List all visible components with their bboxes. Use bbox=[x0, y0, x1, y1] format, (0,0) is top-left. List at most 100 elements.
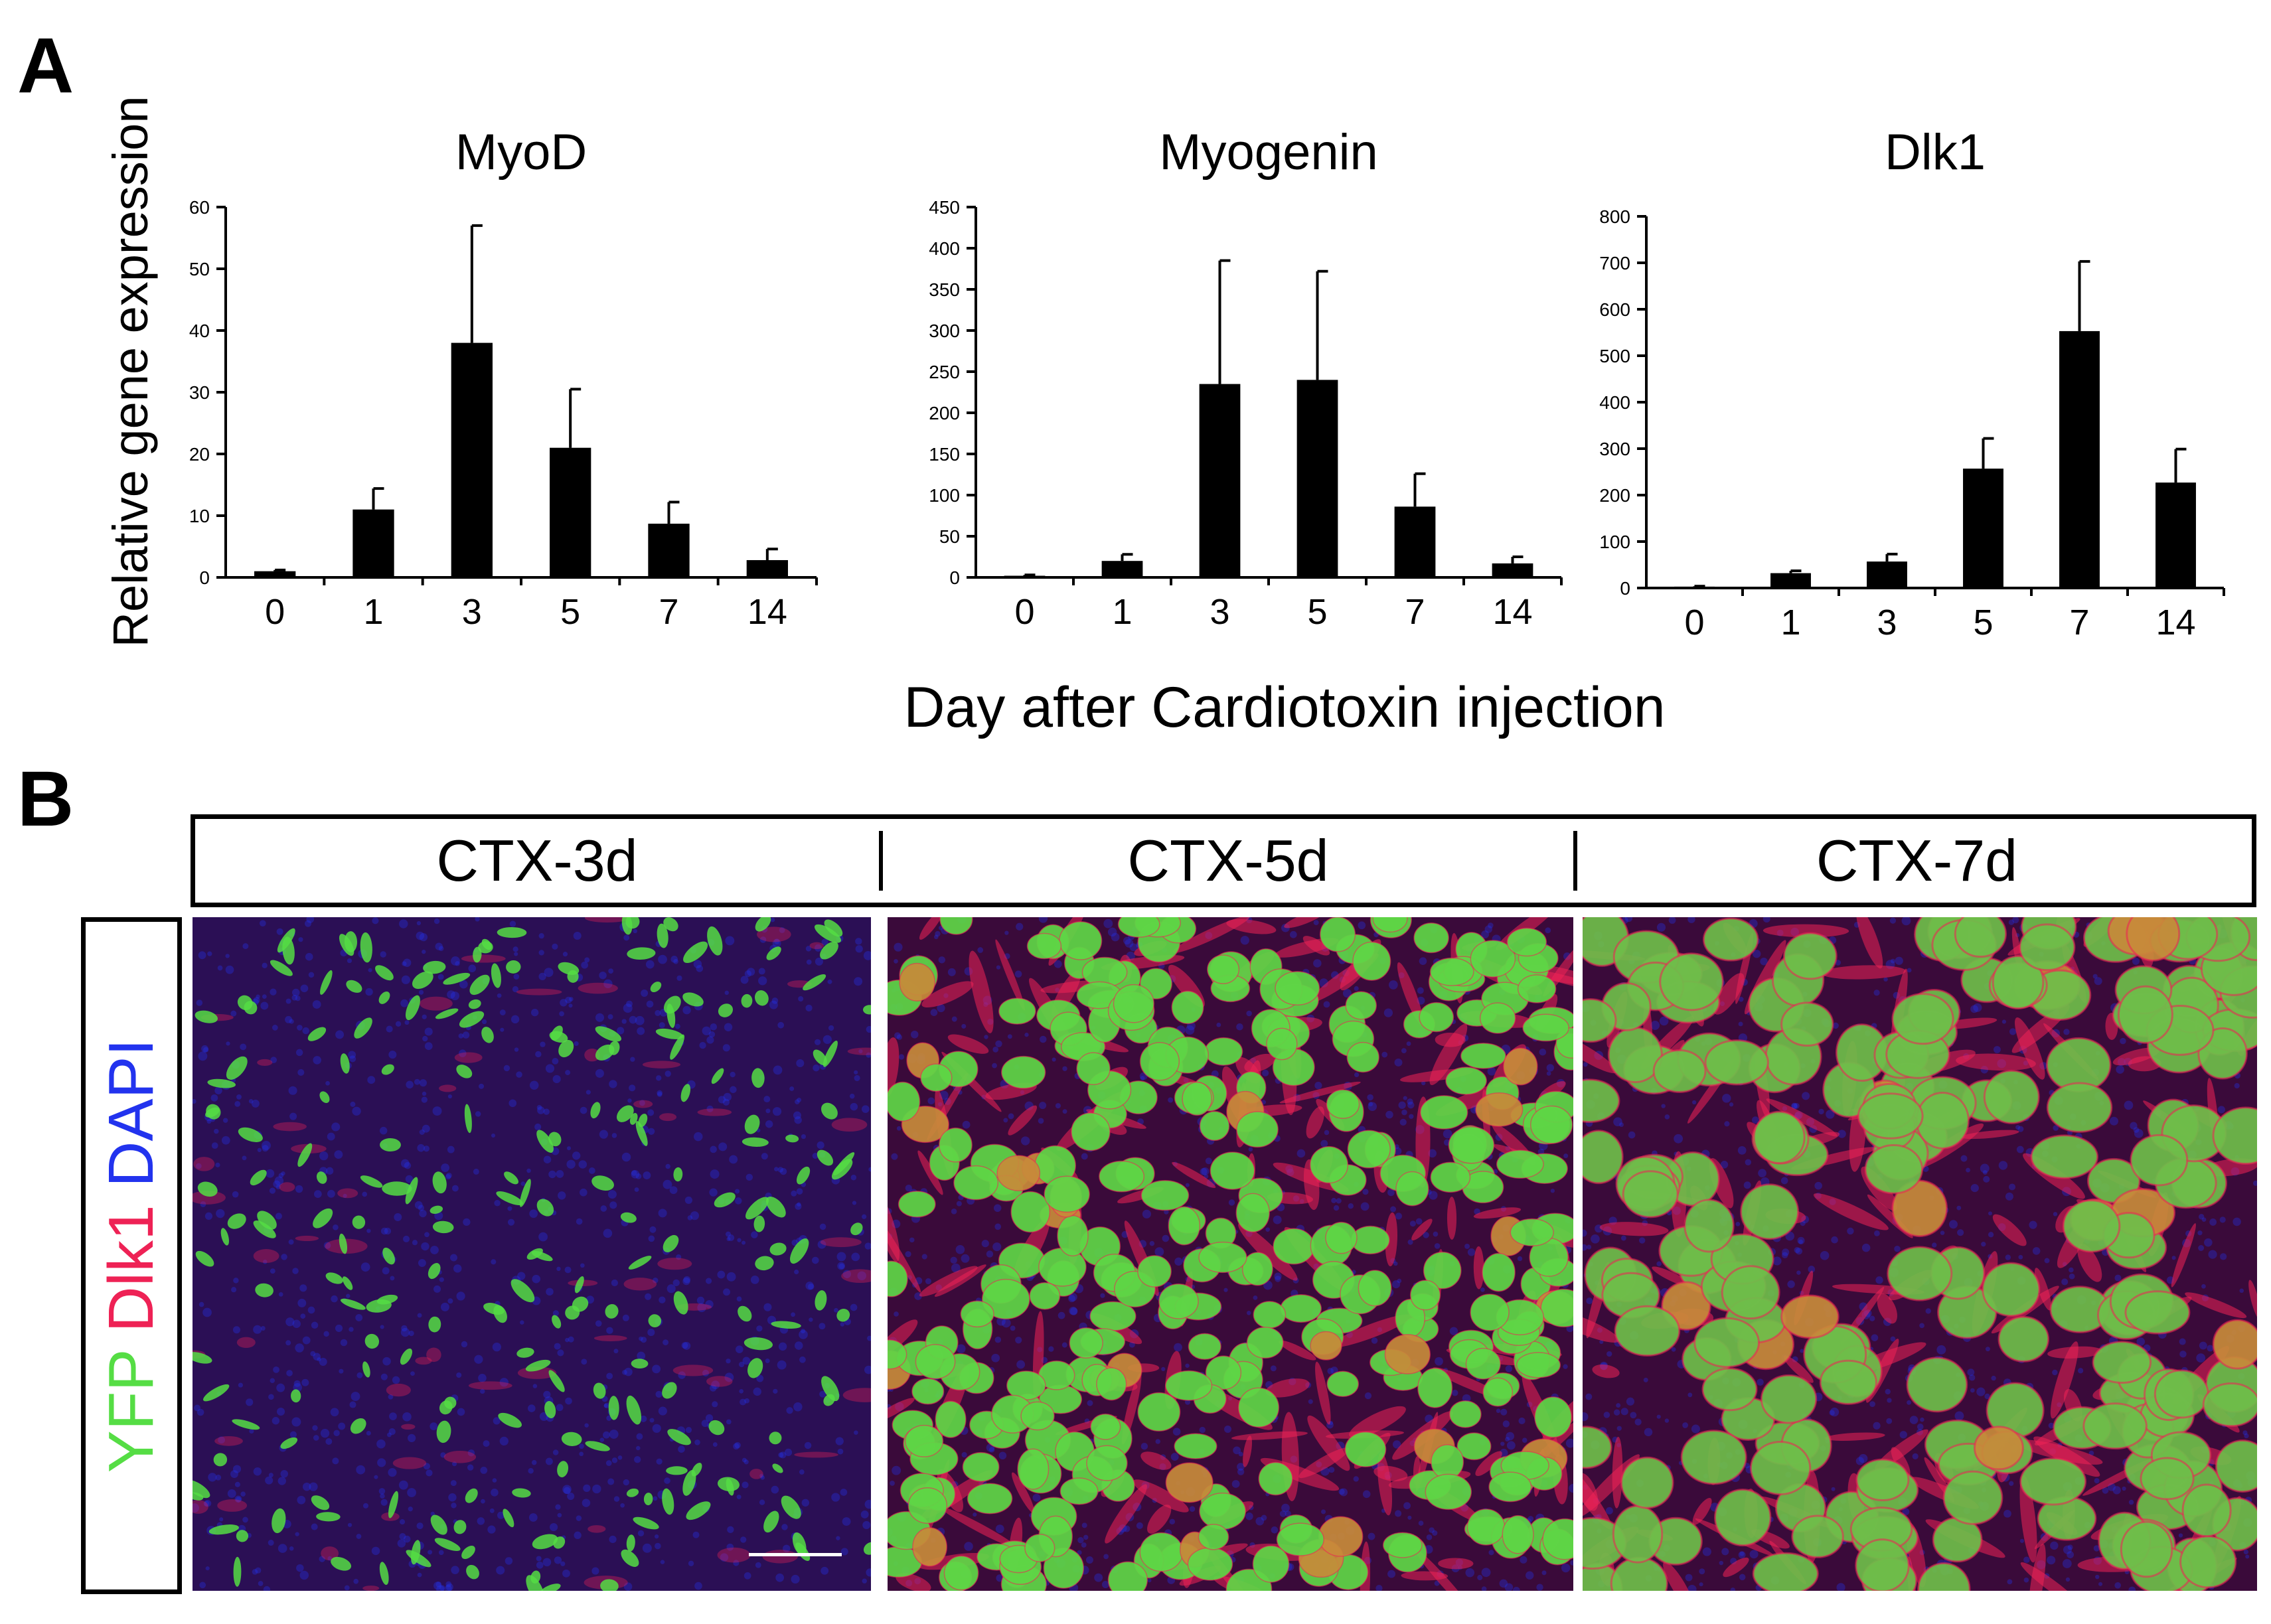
dapi-nucleus bbox=[831, 1493, 840, 1502]
dapi-nucleus bbox=[727, 1526, 734, 1533]
dapi-nucleus bbox=[1149, 1240, 1155, 1246]
dapi-nucleus bbox=[777, 1360, 787, 1370]
yfp-fiber bbox=[1059, 921, 1103, 960]
dapi-nucleus bbox=[1563, 1153, 1569, 1159]
dapi-nucleus bbox=[737, 1238, 742, 1242]
dapi-nucleus bbox=[1069, 1293, 1077, 1301]
dapi-nucleus bbox=[1123, 936, 1131, 945]
yfp-cell bbox=[297, 1143, 313, 1167]
y-tick-label: 60 bbox=[189, 197, 210, 218]
y-tick-label: 100 bbox=[929, 485, 960, 506]
dapi-nucleus bbox=[736, 1296, 742, 1302]
dapi-nucleus bbox=[1925, 1308, 1931, 1314]
dapi-nucleus bbox=[1917, 1424, 1924, 1430]
dapi-nucleus bbox=[808, 1283, 815, 1290]
dapi-nucleus bbox=[1998, 1161, 2008, 1170]
dapi-nucleus bbox=[292, 988, 300, 997]
dlk1-signal bbox=[1783, 1355, 1814, 1383]
dapi-nucleus bbox=[1526, 1571, 1534, 1580]
yfp-fiber bbox=[920, 1063, 953, 1092]
dapi-nucleus bbox=[1296, 1149, 1306, 1158]
yfp-cell bbox=[666, 1466, 688, 1475]
dapi-nucleus bbox=[779, 1167, 787, 1175]
dlk1-signal bbox=[1414, 1548, 1476, 1591]
dapi-nucleus bbox=[1737, 1145, 1747, 1155]
dapi-nucleus bbox=[255, 1567, 262, 1574]
dlk1-signal bbox=[633, 1100, 653, 1108]
dapi-nucleus bbox=[2092, 974, 2098, 979]
dapi-nucleus bbox=[1140, 1076, 1145, 1080]
dapi-nucleus bbox=[474, 1355, 483, 1364]
dapi-nucleus bbox=[956, 1201, 962, 1207]
yfp-fiber bbox=[1017, 1448, 1050, 1490]
yfp-cell bbox=[525, 1359, 551, 1372]
yfp-cell bbox=[205, 1107, 220, 1118]
dapi-nucleus bbox=[1395, 1213, 1403, 1220]
dapi-nucleus bbox=[546, 1288, 554, 1296]
dapi-nucleus bbox=[2053, 1212, 2058, 1217]
dapi-nucleus bbox=[797, 1097, 802, 1102]
yfp-fiber bbox=[1395, 1171, 1429, 1207]
dapi-nucleus bbox=[796, 1059, 805, 1068]
dapi-nucleus bbox=[641, 989, 649, 997]
yfp-fiber bbox=[1344, 1431, 1387, 1467]
dlk1-signal bbox=[1592, 1364, 1620, 1378]
dapi-nucleus bbox=[909, 1237, 915, 1243]
dapi-nucleus bbox=[505, 1557, 513, 1565]
dapi-nucleus bbox=[2067, 1551, 2075, 1558]
dapi-nucleus bbox=[964, 1542, 973, 1551]
bar-day-7 bbox=[2059, 331, 2100, 588]
dapi-nucleus bbox=[1336, 1198, 1342, 1204]
dapi-nucleus bbox=[854, 1430, 858, 1435]
dapi-nucleus bbox=[400, 999, 409, 1007]
dapi-nucleus bbox=[225, 954, 230, 958]
dapi-nucleus bbox=[1068, 1295, 1076, 1303]
dapi-nucleus bbox=[977, 947, 984, 953]
dlk1-signal bbox=[1172, 917, 1250, 953]
dapi-nucleus bbox=[536, 1556, 542, 1562]
yfp-cell bbox=[643, 1493, 653, 1506]
dapi-nucleus bbox=[794, 1341, 803, 1350]
dlk1-signal bbox=[584, 1049, 600, 1062]
dapi-nucleus bbox=[1966, 1167, 1970, 1173]
dapi-nucleus bbox=[401, 1325, 408, 1332]
dapi-nucleus bbox=[791, 1312, 795, 1317]
yfp-fiber bbox=[1954, 917, 2007, 958]
dapi-nucleus bbox=[2050, 1541, 2059, 1550]
dapi-nucleus bbox=[555, 1504, 561, 1510]
yfp-cell bbox=[755, 1256, 774, 1271]
dapi-nucleus bbox=[2012, 917, 2019, 924]
yfp-fiber bbox=[1326, 1370, 1360, 1398]
dapi-nucleus bbox=[433, 1285, 441, 1293]
dapi-nucleus bbox=[1499, 1579, 1508, 1588]
dapi-nucleus bbox=[217, 965, 223, 971]
dapi-nucleus bbox=[558, 1191, 566, 1200]
dapi-nucleus bbox=[403, 1535, 411, 1543]
yfp-fiber bbox=[996, 1155, 1041, 1191]
dapi-nucleus bbox=[406, 1080, 414, 1089]
y-tick-label: 400 bbox=[929, 238, 960, 259]
dapi-nucleus bbox=[532, 1274, 541, 1284]
dapi-nucleus bbox=[797, 1202, 801, 1207]
dapi-nucleus bbox=[410, 1371, 415, 1376]
dapi-nucleus bbox=[673, 958, 678, 964]
yfp-cell bbox=[316, 1512, 341, 1522]
dapi-nucleus bbox=[1069, 1306, 1077, 1315]
yfp-fiber bbox=[1470, 1293, 1510, 1331]
dapi-nucleus bbox=[275, 1184, 281, 1190]
dapi-nucleus bbox=[1353, 1476, 1359, 1482]
dapi-nucleus bbox=[2242, 1430, 2248, 1436]
dapi-nucleus bbox=[791, 1190, 797, 1197]
dapi-nucleus bbox=[1983, 1175, 1990, 1183]
dapi-nucleus bbox=[617, 1455, 623, 1460]
dapi-nucleus bbox=[242, 1516, 248, 1523]
dapi-nucleus bbox=[1313, 959, 1322, 968]
dapi-nucleus bbox=[988, 1447, 995, 1453]
yfp-cell bbox=[821, 1102, 838, 1120]
dapi-nucleus bbox=[1583, 1412, 1589, 1422]
dapi-nucleus bbox=[1032, 1493, 1041, 1502]
dapi-nucleus bbox=[1433, 1231, 1439, 1237]
dapi-nucleus bbox=[310, 1351, 316, 1357]
dapi-nucleus bbox=[1237, 1468, 1245, 1475]
dapi-nucleus bbox=[569, 997, 574, 1001]
